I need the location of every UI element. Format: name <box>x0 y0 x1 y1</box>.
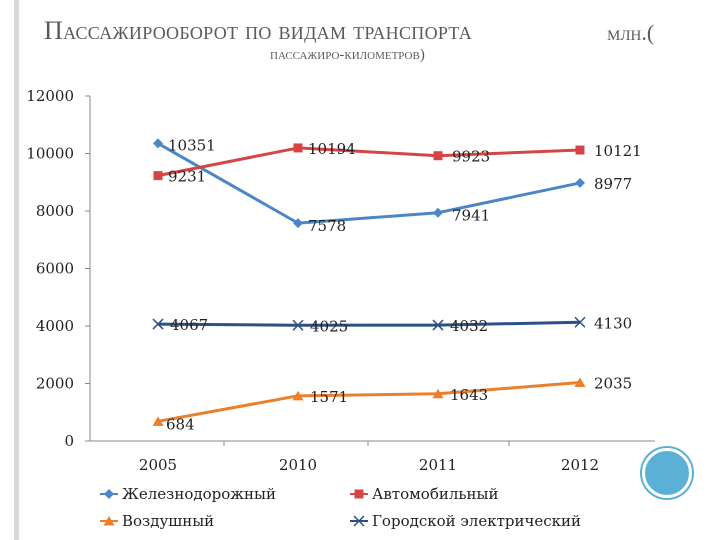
legend-label: Автомобильный <box>372 485 499 503</box>
chart-title-units: млн.( <box>607 20 655 45</box>
data-point <box>432 388 444 399</box>
data-label: 10351 <box>168 136 216 154</box>
legend-marker <box>354 489 364 499</box>
y-tick-label: 0 <box>64 432 74 450</box>
data-label: 4067 <box>170 316 208 334</box>
series-markers <box>152 138 586 426</box>
data-point <box>292 319 304 331</box>
data-point <box>575 177 585 188</box>
data-point <box>292 390 304 401</box>
data-labels: 10351 7578 7941 8977 9231 10194 9923 10121 684 15… <box>166 136 642 433</box>
legend-marker <box>103 516 115 526</box>
data-label: 9231 <box>168 168 206 186</box>
y-tick-label: 4000 <box>36 317 74 335</box>
series-lines <box>157 142 581 423</box>
series-line-0 <box>157 142 581 225</box>
chart-axes: 0 2000 4000 6000 8000 10000 12000 2005 2010 2011 2… <box>26 87 655 474</box>
data-label: 7941 <box>452 207 490 225</box>
data-point <box>574 377 586 387</box>
y-tick-label: 8000 <box>36 202 74 220</box>
series-line-2 <box>157 380 581 423</box>
chart-subtitle: пассажиро-километров) <box>270 47 425 63</box>
series-line-1 <box>157 146 581 178</box>
data-point <box>433 151 443 161</box>
x-tick-label: 2005 <box>139 456 177 474</box>
data-label: 9923 <box>452 148 490 166</box>
data-point <box>293 143 303 153</box>
data-point <box>152 416 164 426</box>
x-tick-label: 2012 <box>561 456 599 474</box>
data-point <box>433 207 443 218</box>
y-tick-label: 10000 <box>26 145 74 163</box>
x-tick-label: 2010 <box>279 456 317 474</box>
data-point <box>152 318 164 330</box>
data-label: 8977 <box>594 175 632 193</box>
data-point <box>574 316 586 328</box>
chart-title: Пассажирооборот по видам транспорта <box>44 16 473 45</box>
chart-legend: Железнодорожный Автомобильный Воздушный Гор… <box>100 485 581 530</box>
y-tick-label: 2000 <box>36 375 74 393</box>
data-label: 10121 <box>594 142 642 160</box>
data-point <box>153 138 163 149</box>
data-label: 4130 <box>594 314 632 332</box>
y-tick-label: 12000 <box>26 87 74 105</box>
data-point <box>575 145 585 155</box>
y-tick-label: 6000 <box>36 260 74 278</box>
x-tick-label: 2011 <box>419 456 457 474</box>
data-label: 7578 <box>308 217 346 235</box>
data-label: 2035 <box>594 374 632 392</box>
data-label: 10194 <box>308 140 356 158</box>
left-decorative-rule <box>14 0 19 540</box>
data-label: 4032 <box>450 317 488 335</box>
legend-label: Городской электрический <box>372 512 581 530</box>
series-line-3 <box>157 320 581 327</box>
legend-label: Железнодорожный <box>122 485 276 503</box>
data-label: 684 <box>166 415 195 433</box>
data-label: 1643 <box>450 386 488 404</box>
legend-label: Воздушный <box>122 512 214 530</box>
data-point <box>432 319 444 331</box>
data-label: 1571 <box>310 388 348 406</box>
data-point <box>293 218 303 229</box>
data-label: 4025 <box>310 317 348 335</box>
data-point <box>153 171 163 181</box>
legend-marker <box>104 489 114 499</box>
decorative-circle <box>642 448 692 498</box>
legend-marker <box>353 515 365 527</box>
